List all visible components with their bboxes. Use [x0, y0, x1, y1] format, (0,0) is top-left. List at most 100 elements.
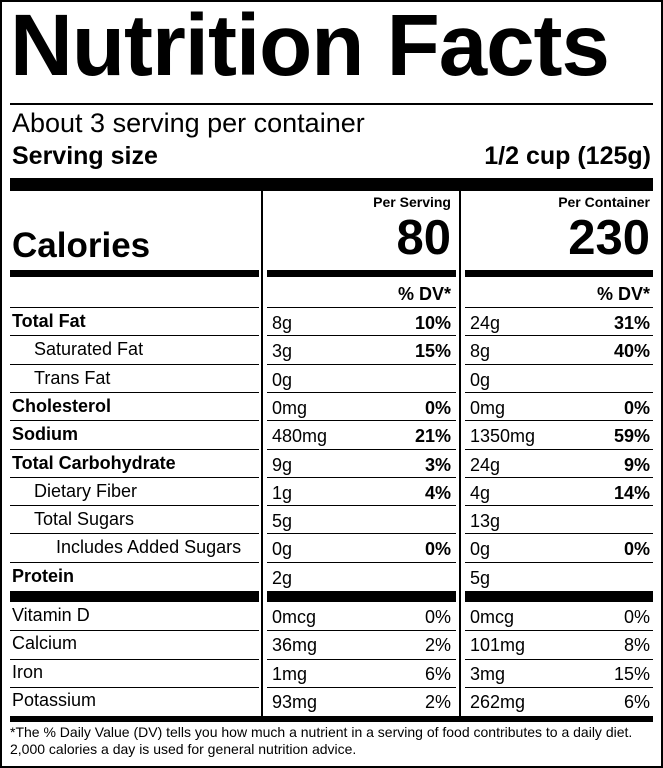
serving-dv: 6%	[424, 663, 451, 684]
rule	[10, 505, 259, 506]
rule	[10, 307, 259, 308]
rule	[10, 477, 259, 478]
nutrient-name: Trans Fat	[34, 367, 111, 388]
serving-dv: 0%	[424, 539, 451, 560]
rule	[10, 659, 259, 660]
rule	[10, 392, 259, 393]
nutrient-name: Total Fat	[12, 311, 86, 331]
nutrient-name: Includes Added Sugars	[56, 537, 242, 558]
container-amount: 0mg	[470, 397, 506, 418]
per-container-header: Per Container	[558, 194, 650, 210]
container-dv: 6%	[623, 691, 650, 712]
rule	[465, 659, 653, 660]
rule	[10, 335, 259, 336]
rule	[10, 449, 259, 450]
rule	[10, 687, 259, 688]
rule	[465, 420, 653, 421]
serving-amount: 480mg	[272, 426, 328, 447]
rule	[465, 477, 653, 478]
thick-rule	[10, 178, 653, 191]
rule	[267, 533, 456, 534]
rule	[465, 591, 653, 602]
serving-amount: 0mcg	[272, 607, 317, 627]
dv-header: % DV*	[596, 284, 650, 304]
container-dv: 15%	[613, 663, 650, 684]
rule	[267, 687, 456, 688]
container-amount: 8g	[470, 341, 491, 362]
serving-dv: 3%	[424, 454, 451, 475]
container-dv: 59%	[613, 426, 650, 447]
nutrient-name: Protein	[12, 565, 75, 586]
rule	[267, 420, 456, 421]
thick-rule	[465, 270, 653, 277]
rule	[465, 533, 653, 534]
footnote: *The % Daily Value (DV) tells you how mu…	[10, 724, 633, 757]
title: Nutrition Facts	[10, 0, 610, 94]
container-amount: 0mcg	[470, 607, 515, 627]
rule	[267, 335, 456, 336]
serving-dv: 0%	[424, 397, 451, 418]
container-amount: 1350mg	[470, 426, 536, 447]
calories-per-serving: 80	[396, 211, 451, 265]
serving-amount: 93mg	[272, 691, 318, 712]
serving-dv: 10%	[414, 313, 451, 333]
serving-dv: 4%	[424, 482, 451, 503]
nutrient-name: Total Carbohydrate	[12, 452, 176, 473]
serving-dv: 2%	[424, 691, 451, 712]
rule	[10, 420, 259, 421]
serving-size-value: 1/2 cup (125g)	[484, 142, 651, 170]
rule	[465, 307, 653, 308]
container-dv: 9%	[623, 454, 650, 475]
servings: About 3 serving per container	[12, 108, 365, 138]
rule	[465, 335, 653, 336]
nutrient-name: Total Sugars	[34, 509, 135, 530]
container-amount: 24g	[470, 454, 501, 475]
container-amount: 13g	[470, 511, 501, 532]
container-amount: 24g	[470, 313, 501, 333]
serving-amount: 0mg	[272, 397, 308, 418]
nutrient-name: Dietary Fiber	[34, 480, 138, 501]
per-serving-header: Per Serving	[373, 194, 451, 210]
serving-dv: 21%	[414, 426, 451, 447]
nutrient-name: Potassium	[12, 689, 97, 710]
rule	[267, 364, 456, 365]
container-amount: 0g	[470, 369, 491, 390]
serving-dv: 2%	[424, 635, 451, 656]
container-amount: 3mg	[470, 663, 506, 684]
container-dv: 0%	[623, 539, 650, 560]
rule	[267, 307, 456, 308]
rule	[267, 449, 456, 450]
rule	[465, 364, 653, 365]
serving-amount: 3g	[272, 341, 293, 362]
container-amount: 262mg	[470, 691, 526, 712]
rule	[465, 687, 653, 688]
rule	[10, 533, 259, 534]
serving-amount: 36mg	[272, 635, 318, 656]
serving-size-label: Serving size	[12, 142, 158, 170]
nutrient-name: Cholesterol	[12, 395, 112, 416]
thick-rule	[10, 716, 653, 722]
serving-amount: 1g	[272, 482, 293, 503]
nutrient-name: Calcium	[12, 633, 78, 654]
thick-rule	[10, 270, 259, 277]
rule	[267, 591, 456, 602]
rule	[465, 562, 653, 563]
nutrient-name: Saturated Fat	[34, 339, 144, 360]
rule	[10, 630, 259, 631]
rule	[267, 562, 456, 563]
thick-rule	[267, 270, 456, 277]
rule	[465, 505, 653, 506]
rule	[465, 630, 653, 631]
serving-amount: 8g	[272, 313, 293, 333]
rule	[267, 505, 456, 506]
serving-amount: 9g	[272, 454, 293, 475]
nutrient-name: Iron	[12, 661, 44, 682]
container-dv: 14%	[613, 482, 650, 503]
calories-per-container: 230	[568, 211, 650, 265]
serving-amount: 5g	[272, 511, 293, 532]
serving-dv: 0%	[424, 607, 451, 627]
container-dv: 8%	[623, 635, 650, 656]
rule	[465, 392, 653, 393]
container-dv: 40%	[613, 341, 650, 362]
serving-amount: 0g	[272, 539, 293, 560]
